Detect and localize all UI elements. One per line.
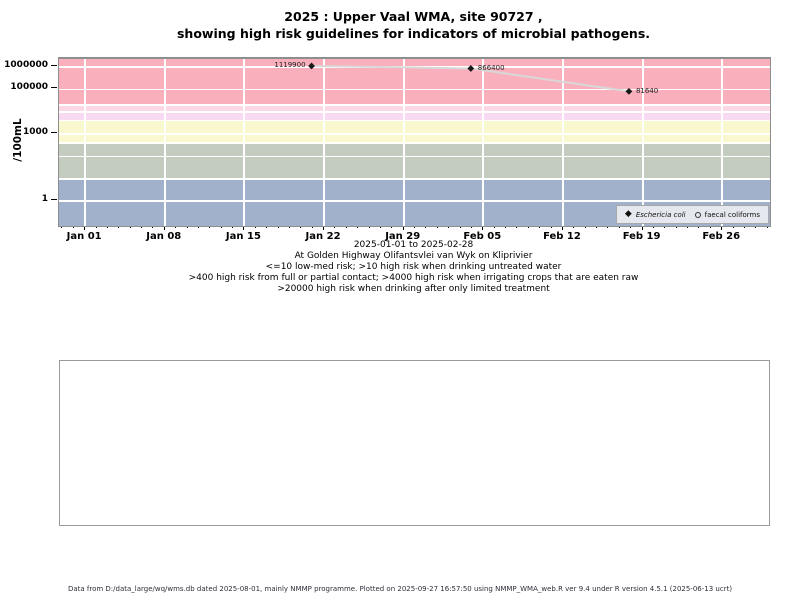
gridline-horizontal [59,104,770,106]
gridline-vertical [721,59,724,226]
gridline-horizontal [59,119,770,122]
x-tick-mark [641,225,643,230]
x-tick-label: Feb 26 [702,231,741,242]
gridline-horizontal [59,155,770,158]
empty-panel [59,360,770,526]
site-description: At Golden Highway Olifantsvlei van Wyk o… [294,251,533,261]
legend-item-faecal-coliforms: faecal coliforms [694,210,760,219]
x-tick-mark [561,225,563,230]
chart-title-line2: showing high risk guidelines for indicat… [176,25,651,41]
gridline-vertical [323,59,326,226]
gridline-horizontal [59,200,770,202]
x-tick-label: Jan 22 [305,231,341,242]
x-tick-label: Feb 05 [463,231,502,242]
x-tick-mark [323,225,325,230]
date-range-label: 2025-01-01 to 2025-02-28 [353,240,474,250]
gridline-horizontal [59,142,770,144]
gridline-vertical [163,59,166,226]
y-tick-mark [51,198,57,200]
y-tick-mark [51,64,57,66]
chart-title-line1: 2025 : Upper Vaal WMA, site 90727 , [284,9,543,24]
gridline-vertical [641,59,644,226]
legend-label-ecoli: Eschericia coli [635,210,686,219]
x-tick-mark [243,225,245,230]
x-tick-mark [163,225,165,230]
gridline-vertical [482,59,485,226]
plot-panel: 1119900 866400 81640 ◆ Eschericia coli fae… [58,57,771,227]
y-tick-mark [51,131,57,133]
y-tick-label: 100000 [10,81,48,92]
guideline-line3: >20000 high risk when drinking after onl… [277,284,550,294]
gridline-horizontal [59,111,770,113]
data-point-label: 1119900 [274,61,306,70]
point-labels-layer: 1119900 866400 81640 [59,59,770,226]
x-tick-label: Jan 08 [146,231,182,242]
x-tick-label: Jan 29 [385,231,421,242]
legend-item-ecoli: ◆ Eschericia coli [624,209,686,219]
gridline-horizontal [59,133,770,135]
x-tick-mark [721,225,723,230]
data-point-label: 866400 [477,63,505,72]
open-circle-icon [694,211,701,218]
footer-text: Data from D:/data_large/wq/wms.db dated … [67,585,733,593]
risk-band-high-risk-irrigation [59,111,770,121]
y-tick-label: 1 [41,193,48,204]
legend: ◆ Eschericia coli faecal coliforms [615,205,769,224]
x-tick-label: Jan 01 [66,231,102,242]
x-tick-mark [482,225,484,230]
y-axis-title: /100mL [12,118,24,162]
data-point-marker [467,65,475,72]
x-tick-label: Feb 19 [622,231,661,242]
gridline-horizontal [59,88,770,91]
chart-title: 2025 : Upper Vaal WMA, site 90727 , show… [58,9,769,42]
x-tick-mark [84,225,86,230]
guideline-line1: <=10 low-med risk; >10 high risk when dr… [265,262,562,272]
gridline-vertical [243,59,246,226]
series-layer [308,62,633,95]
x-tick-mark [402,225,404,230]
risk-band-high-risk-contact [59,120,770,143]
x-tick-label: Feb 12 [543,231,581,242]
filled-diamond-icon: ◆ [624,209,632,219]
risk-band-upper-transition-band [59,105,770,112]
data-point-marker [308,62,315,70]
x-tick-label: Jan 15 [225,231,261,242]
data-point-label: 81640 [635,86,659,95]
gridline-vertical [84,59,87,226]
y-tick-label: 1000 [22,126,48,137]
guideline-line2: >400 high risk from full or partial cont… [188,273,639,283]
gridline-vertical [402,59,405,226]
y-tick-label: 1000000 [4,59,48,70]
y-tick-mark [51,86,57,88]
risk-band-high-risk-drink-untreated [59,143,770,179]
gridline-vertical [561,59,564,226]
gridline-horizontal [59,178,770,180]
legend-label-faecal-coliforms: faecal coliforms [704,210,760,219]
